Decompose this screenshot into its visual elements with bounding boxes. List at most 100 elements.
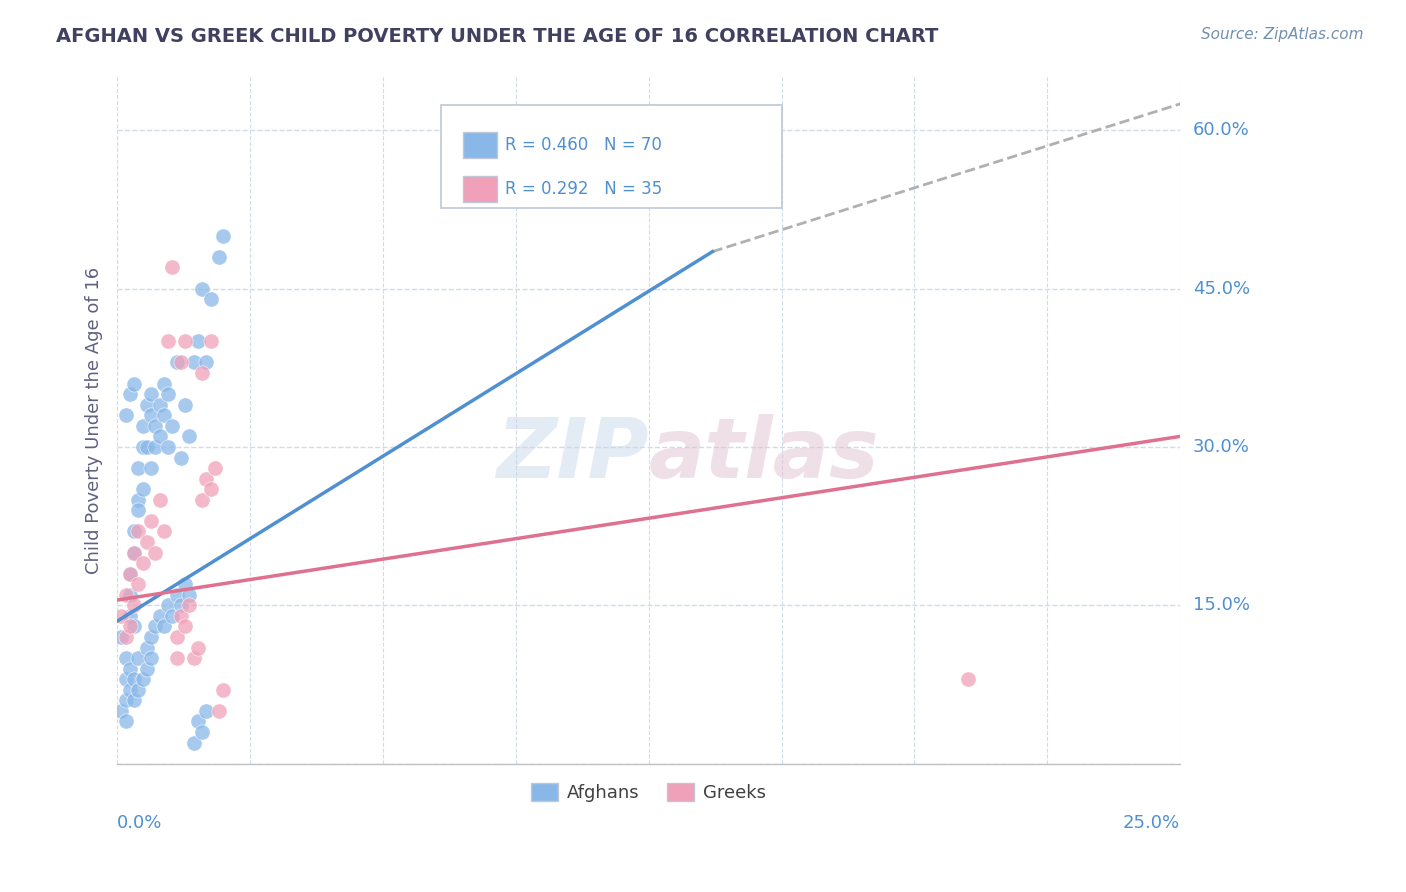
Text: 0.0%: 0.0% xyxy=(117,814,163,832)
Text: atlas: atlas xyxy=(648,415,879,495)
Point xyxy=(174,398,197,412)
Point xyxy=(131,482,153,496)
Point xyxy=(149,429,172,443)
Point xyxy=(157,440,180,454)
Point xyxy=(136,535,159,549)
Point xyxy=(162,608,184,623)
Point xyxy=(141,514,163,528)
Point xyxy=(127,492,149,507)
Point xyxy=(114,693,136,707)
Point xyxy=(122,376,145,391)
Point xyxy=(174,577,197,591)
Text: 30.0%: 30.0% xyxy=(1192,438,1250,456)
Point xyxy=(118,588,141,602)
Point xyxy=(208,250,231,264)
Point xyxy=(174,334,197,349)
Point xyxy=(212,228,235,243)
Point xyxy=(136,440,159,454)
Point xyxy=(131,556,153,570)
Point xyxy=(114,630,136,644)
Point xyxy=(183,651,205,665)
Point xyxy=(136,398,159,412)
Point xyxy=(166,651,188,665)
Point xyxy=(118,566,141,581)
Point xyxy=(118,682,141,697)
Point xyxy=(127,461,149,475)
Point xyxy=(183,355,205,369)
Point xyxy=(187,640,209,655)
Point xyxy=(145,440,167,454)
FancyBboxPatch shape xyxy=(463,132,496,158)
Point xyxy=(195,472,218,486)
Point xyxy=(179,599,201,613)
Point xyxy=(110,608,132,623)
Point xyxy=(200,482,222,496)
Point xyxy=(118,619,141,633)
Point xyxy=(141,651,163,665)
Point xyxy=(118,608,141,623)
Point xyxy=(131,440,153,454)
Point xyxy=(183,735,205,749)
Point xyxy=(110,704,132,718)
Point xyxy=(191,282,214,296)
Point xyxy=(114,714,136,729)
Text: 15.0%: 15.0% xyxy=(1192,597,1250,615)
Point xyxy=(200,292,222,306)
Point xyxy=(157,334,180,349)
Text: 60.0%: 60.0% xyxy=(1192,121,1250,139)
Point xyxy=(149,492,172,507)
Point xyxy=(153,376,176,391)
Point xyxy=(118,662,141,676)
Point xyxy=(157,599,180,613)
FancyBboxPatch shape xyxy=(463,177,496,202)
Point xyxy=(195,355,218,369)
FancyBboxPatch shape xyxy=(441,105,782,208)
Point xyxy=(122,619,145,633)
Point xyxy=(191,492,214,507)
Point xyxy=(179,429,201,443)
Point xyxy=(141,630,163,644)
Point xyxy=(179,588,201,602)
Point xyxy=(136,662,159,676)
Point xyxy=(157,387,180,401)
Point xyxy=(162,260,184,275)
Point xyxy=(187,714,209,729)
Point xyxy=(170,608,193,623)
Point xyxy=(131,672,153,686)
Point xyxy=(174,619,197,633)
Point xyxy=(127,577,149,591)
Point xyxy=(136,640,159,655)
Point xyxy=(110,630,132,644)
Point xyxy=(145,418,167,433)
Point xyxy=(166,355,188,369)
Text: ZIP: ZIP xyxy=(496,415,648,495)
Point xyxy=(141,387,163,401)
Point xyxy=(127,651,149,665)
Point xyxy=(208,704,231,718)
Point xyxy=(166,588,188,602)
Point xyxy=(212,682,235,697)
Point xyxy=(153,409,176,423)
Point xyxy=(127,503,149,517)
Point xyxy=(170,450,193,465)
Point xyxy=(122,524,145,539)
Point xyxy=(127,524,149,539)
Point xyxy=(187,334,209,349)
Legend: Afghans, Greeks: Afghans, Greeks xyxy=(524,776,773,810)
Point xyxy=(122,693,145,707)
Point xyxy=(204,461,226,475)
Point xyxy=(153,524,176,539)
Point xyxy=(141,461,163,475)
Y-axis label: Child Poverty Under the Age of 16: Child Poverty Under the Age of 16 xyxy=(86,267,103,574)
Text: R = 0.292   N = 35: R = 0.292 N = 35 xyxy=(505,180,662,198)
Point xyxy=(122,599,145,613)
Point xyxy=(170,355,193,369)
Point xyxy=(170,599,193,613)
Text: 45.0%: 45.0% xyxy=(1192,279,1250,298)
Point xyxy=(114,651,136,665)
Text: Source: ZipAtlas.com: Source: ZipAtlas.com xyxy=(1201,27,1364,42)
Text: R = 0.460   N = 70: R = 0.460 N = 70 xyxy=(505,136,662,153)
Point xyxy=(153,619,176,633)
Point xyxy=(141,409,163,423)
Point xyxy=(122,672,145,686)
